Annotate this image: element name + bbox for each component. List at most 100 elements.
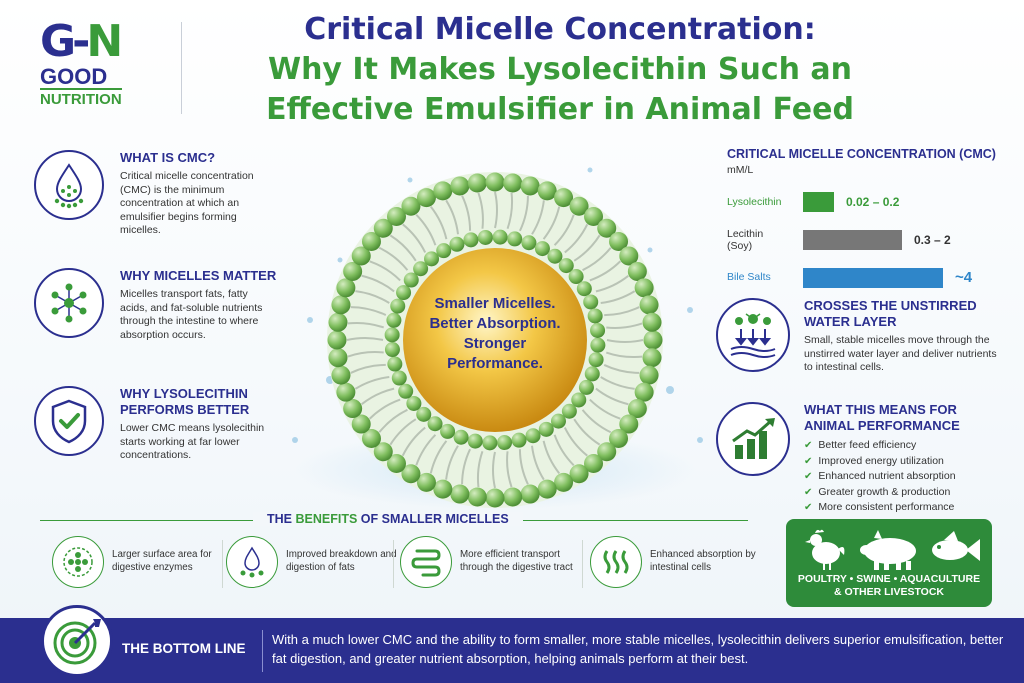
- benefits-title-post: OF SMALLER MICELLES: [360, 512, 509, 526]
- lipid-tail: [492, 451, 496, 489]
- lipid-head-inner: [384, 327, 400, 343]
- lipid-head-outer: [328, 312, 348, 332]
- micelle-illustration: Smaller Micelles. Better Absorption. Str…: [270, 140, 720, 520]
- lipid-head-outer: [642, 348, 662, 368]
- bar-bile-salts: [803, 268, 943, 288]
- lipid-head-outer: [639, 295, 659, 315]
- lipid-head-inner: [492, 229, 508, 245]
- lipid-head-outer: [401, 196, 421, 216]
- lipid-tail: [506, 192, 514, 230]
- benefit-divider: [393, 540, 394, 588]
- benefits-title-pre: THE: [267, 512, 292, 526]
- benefit-text: More efficient transport through the dig…: [460, 549, 573, 573]
- lipid-tail: [378, 246, 409, 271]
- lipid-tail: [595, 274, 629, 293]
- water-droplet: [697, 437, 703, 443]
- lipid-head-outer: [619, 414, 639, 434]
- lipid-tail: [553, 214, 575, 246]
- lipid-head-outer: [554, 472, 574, 492]
- lipid-head-inner: [571, 392, 587, 408]
- micelle-text-4: Performance.: [447, 355, 543, 372]
- livestock-caption: POULTRY • SWINE • AQUACULTURE & OTHER LI…: [786, 573, 992, 599]
- lipid-head-outer: [351, 246, 371, 266]
- lipid-head-outer: [503, 487, 523, 507]
- check-icon: ✔: [804, 471, 813, 482]
- logo-nutrition: NUTRITION: [40, 88, 122, 109]
- bullet-item: ✔ Better feed efficiency: [804, 438, 1004, 454]
- lipid-tail: [402, 223, 427, 253]
- title-line-3: Effective Emulsifier in Animal Feed: [266, 92, 854, 127]
- lipid-head-inner: [588, 352, 604, 368]
- lipid-head-outer: [520, 176, 540, 196]
- bar-label: Lysolecithin: [727, 196, 782, 208]
- lipid-head-outer: [627, 261, 647, 281]
- bar-label: Lecithin (Soy): [727, 228, 764, 252]
- logo-mark: G-N: [40, 20, 140, 64]
- lipid-head-inner: [497, 435, 513, 451]
- logo-letter-g: G: [40, 16, 76, 67]
- bottom-line-label: THE BOTTOM LINE: [122, 641, 246, 656]
- lipid-tail: [604, 306, 640, 317]
- lipid-head-outer: [537, 181, 557, 201]
- title-line-2: Why It Makes Lysolecithin Such an: [267, 52, 853, 87]
- section-heading: WHY LYSOLECITHIN PERFORMS BETTER: [120, 386, 250, 417]
- lipid-head-inner: [511, 432, 527, 448]
- lipid-head-outer: [361, 429, 381, 449]
- bullet-item: ✔ Improved energy utilization: [804, 454, 1004, 470]
- lipid-tail: [354, 375, 390, 390]
- page-title: Critical Micelle Concentration: Why It M…: [190, 10, 930, 130]
- lipid-head-outer: [584, 206, 604, 226]
- lipid-head-outer: [416, 188, 436, 208]
- lipid-head-inner: [467, 433, 483, 449]
- bottom-line-bar: [0, 618, 1024, 683]
- section-heading: WHAT IS CMC?: [120, 150, 216, 165]
- lipid-head-outer: [416, 472, 436, 492]
- lipid-tail: [600, 376, 635, 390]
- lipid-tail: [542, 440, 561, 474]
- lipid-head-outer: [373, 218, 393, 238]
- lipid-head-inner: [590, 322, 606, 338]
- lipid-head-outer: [609, 429, 629, 449]
- lipid-head-outer: [627, 399, 647, 419]
- lipid-head-outer: [639, 365, 659, 385]
- lipid-head-inner: [482, 435, 498, 451]
- chart-rows: Lysolecithin 0.02 – 0.2 Lecithin (Soy) 0…: [727, 176, 1007, 296]
- benefits-title: THE BENEFITS OF SMALLER MICELLES: [253, 512, 523, 526]
- lipid-tail: [368, 398, 401, 420]
- benefit-divider: [222, 540, 223, 588]
- lipid-tail: [461, 195, 472, 231]
- benefit-text: Enhanced absorption by intestinal cells: [650, 549, 756, 573]
- lipid-tail: [445, 445, 459, 480]
- lipid-tail: [573, 234, 601, 262]
- lipid-head-inner: [396, 285, 412, 301]
- lipid-head-inner: [590, 337, 606, 353]
- bar-value-label: 0.3 – 2: [914, 233, 951, 247]
- lipid-head-outer: [450, 176, 470, 196]
- lipid-head-inner: [403, 272, 419, 288]
- lipid-head-outer: [336, 278, 356, 298]
- lipid-head-outer: [584, 454, 604, 474]
- lipid-head-outer: [373, 442, 393, 462]
- lipid-head-outer: [336, 382, 356, 402]
- micelle-text-3: Stronger: [464, 335, 527, 352]
- cmc-row-bile-salts: Bile Salts ~4: [727, 268, 1017, 292]
- lipid-tail: [542, 206, 561, 240]
- lipid-head-inner: [424, 251, 440, 267]
- lipid-tail: [600, 290, 636, 305]
- lipid-head-inner: [525, 428, 541, 444]
- water-droplet: [647, 247, 653, 253]
- lipid-head-inner: [583, 294, 599, 310]
- section-body: Critical micelle concentration (CMC) is …: [120, 170, 254, 236]
- lipid-head-outer: [386, 454, 406, 474]
- lipid-head-outer: [331, 365, 351, 385]
- bottom-line-text: With a much lower CMC and the ability to…: [272, 632, 1004, 666]
- section-heading: WHAT THIS MEANS FOR ANIMAL PERFORMANCE: [804, 402, 960, 433]
- water-layer-icon: [716, 298, 790, 372]
- lipid-tail: [563, 427, 588, 457]
- lipid-head-inner: [477, 229, 493, 245]
- lipid-head-inner: [440, 423, 456, 439]
- intestine-icon: [400, 536, 452, 588]
- water-droplet: [587, 167, 593, 173]
- brand-logo: G-N GOOD NUTRITION: [40, 20, 140, 109]
- cmc-row-lecithin: Lecithin (Soy) 0.3 – 2: [727, 228, 1017, 254]
